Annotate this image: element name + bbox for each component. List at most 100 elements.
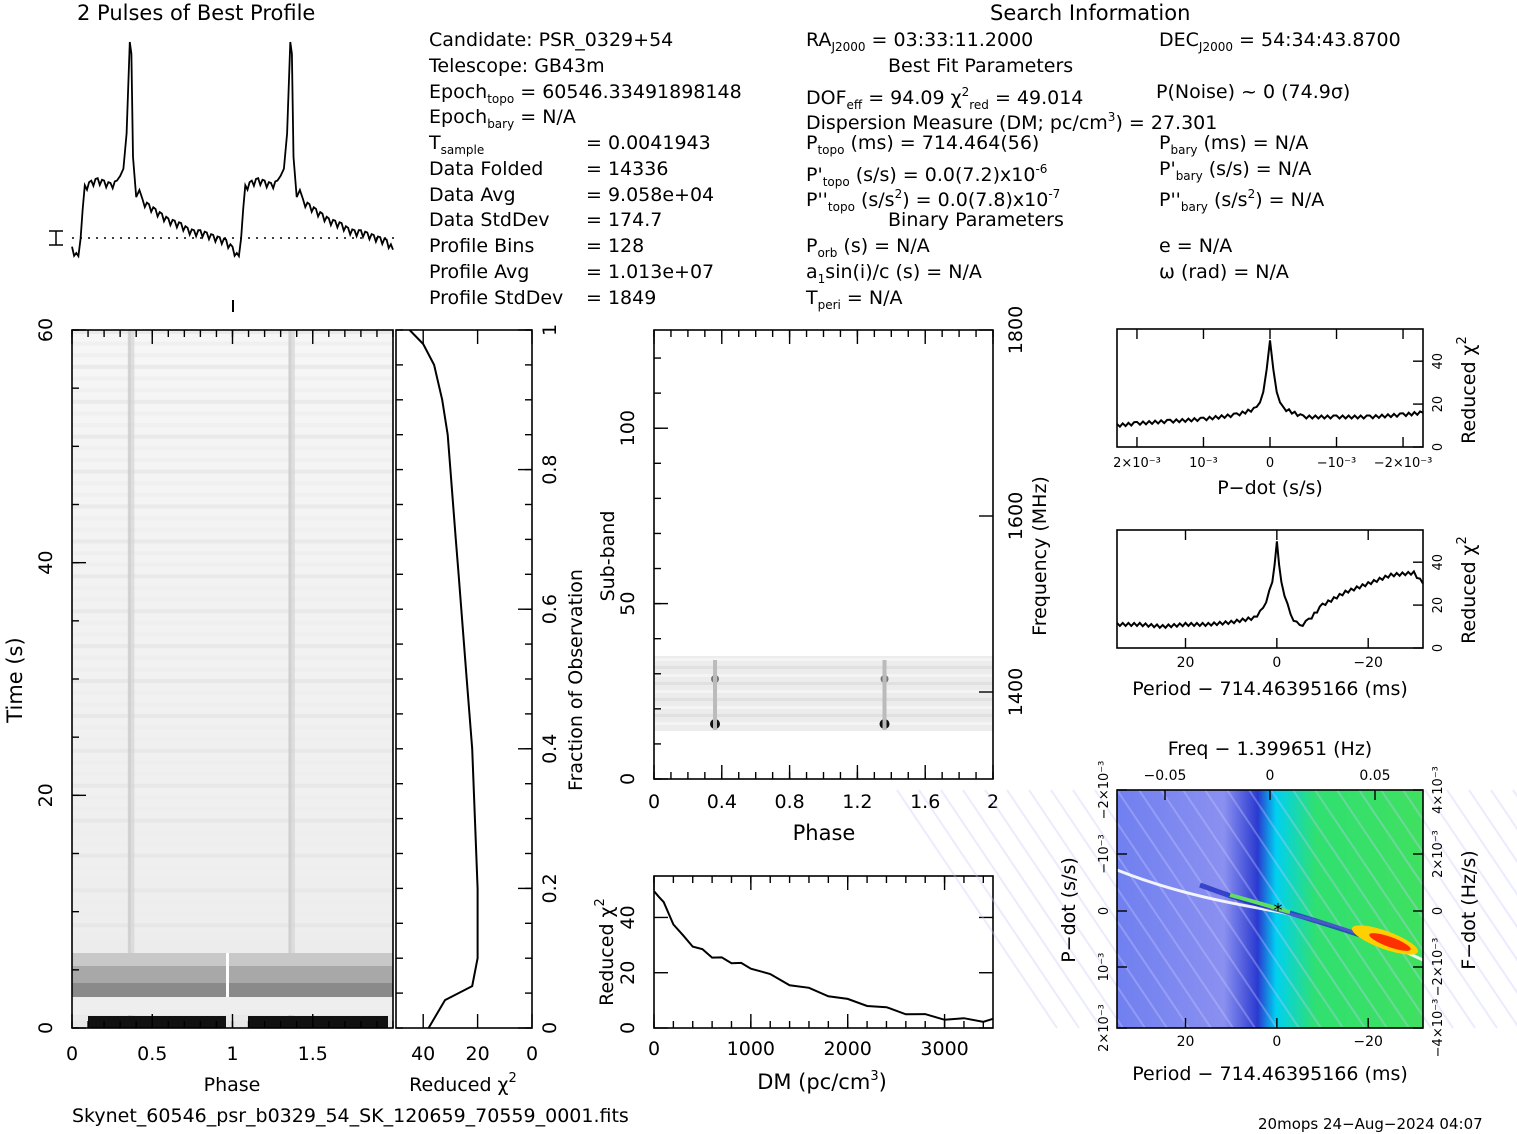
map-streak [1336, 789, 1498, 1029]
subband-stripe [654, 698, 993, 701]
p-topo: Ptopo (ms) = 714.464(56) [806, 132, 1040, 157]
tick-label: 1400 [1005, 668, 1027, 716]
tick-label: 2×10⁻³ [1097, 1004, 1112, 1052]
subband-stripe [654, 690, 993, 693]
tick-label: 2×10⁻³ [1113, 456, 1161, 471]
tick-label: 20 [35, 783, 57, 807]
tick-label: 10⁻³ [1097, 953, 1112, 982]
heatmap-band [72, 911, 393, 916]
heatmap-band [72, 562, 393, 567]
pulse-track [288, 330, 295, 1028]
map-streak [1314, 789, 1476, 1029]
tick-label: 0 [1431, 443, 1446, 451]
tick-label: −10⁻³ [1317, 456, 1357, 471]
tick-label: 0 [35, 1022, 57, 1034]
dm-line [653, 890, 994, 1023]
heatmap-band [72, 434, 393, 439]
pddot-topo: P''topo (s/s2) = 0.0(7.8)x10-7 [806, 187, 1061, 214]
heatmap-band [72, 725, 393, 730]
heatmap-band [72, 504, 393, 509]
info-row-value: = 128 [586, 235, 645, 258]
heatmap-band [72, 713, 393, 718]
telescope: Telescope: GB43m [429, 55, 605, 77]
heatmap-band [72, 399, 393, 404]
y-axis-label: Time (s) [3, 637, 27, 723]
info-row-value: = 1.013e+07 [586, 261, 715, 283]
heatmap-band [72, 667, 393, 672]
heatmap-band [72, 353, 393, 358]
map-streak [1292, 789, 1454, 1029]
tick-label: 0 [1272, 655, 1281, 671]
heatmap-band [72, 655, 393, 660]
subband-stripe [654, 674, 993, 677]
tick-label: 40 [617, 905, 639, 929]
tick-label: −20 [1353, 1034, 1383, 1050]
pdot-bary: P'bary (s/s) = N/A [1159, 158, 1312, 183]
tick-label: 20 [466, 1043, 490, 1065]
heatmap-band-dark [248, 1016, 388, 1028]
map-hot-red [1369, 933, 1411, 951]
heatmap-band [72, 492, 393, 497]
best-fit-title: Best Fit Parameters [888, 55, 1074, 77]
heatmap-band [72, 364, 393, 369]
tick-label: 0 [539, 1022, 561, 1034]
tick-label: 20 [1431, 597, 1446, 614]
info-row-value: = 9.058e+04 [586, 183, 715, 206]
pulse-track [882, 660, 887, 730]
heatmap-band [72, 679, 393, 683]
tick-label: 0 [1266, 768, 1275, 784]
tick-label: 2000 [824, 1038, 872, 1060]
eccentricity: e = N/A [1159, 235, 1233, 257]
heatmap-band [72, 411, 393, 416]
period-line [1116, 541, 1424, 630]
pulse-track [127, 330, 131, 1028]
map-streak [1468, 789, 1517, 864]
epoch-topo: Epochtopo = 60546.33491898148 [429, 81, 742, 106]
info-row-label: Profile Bins [429, 235, 535, 258]
y2-axis-label: Frequency (MHz) [1029, 476, 1051, 636]
y-axis-label: P−dot (s/s) [1058, 857, 1080, 963]
heatmap-band [72, 876, 393, 881]
filename: Skynet_60546_psr_b0329_54_SK_120659_7055… [72, 1105, 629, 1127]
subband-stripe [654, 706, 993, 709]
tick-label: −0.05 [1144, 768, 1187, 784]
heatmap-band [72, 632, 393, 637]
profile-line [71, 41, 394, 259]
heatmap-band [72, 551, 393, 556]
tick-label: 0 [1431, 644, 1446, 652]
heatmap-band [72, 527, 393, 532]
tick-label: 2×10⁻³ [1431, 830, 1446, 878]
heatmap-band [72, 888, 393, 893]
pdot-topo: P'topo (s/s) = 0.0(7.2)x10-6 [806, 162, 1048, 189]
pulse-track [288, 330, 292, 1028]
heatmap-band [72, 690, 393, 695]
map-streak [1072, 789, 1234, 1029]
candidate: Candidate: PSR_0329+54 [429, 29, 674, 51]
tick-label: 0 [66, 1043, 78, 1065]
chi-fraction-frame [395, 329, 533, 1029]
tick-label: −20 [1353, 655, 1383, 671]
tick-label: 1.6 [910, 791, 940, 813]
tick-label: 0.2 [539, 873, 561, 903]
t-peri: Tperi = N/A [806, 287, 903, 312]
tick-label: 1.5 [298, 1043, 328, 1065]
y2-axis-label: F−dot (Hz/s) [1458, 850, 1480, 969]
heatmap-band [72, 806, 393, 811]
pddot-bary: P''bary (s/s2) = N/A [1159, 187, 1325, 214]
map-streak [1358, 789, 1517, 1027]
heatmap-band [72, 772, 393, 777]
map-streak [940, 789, 1102, 1029]
epoch-bary: Epochbary = N/A [429, 106, 576, 131]
tick-label: 40 [35, 551, 57, 575]
profile-title: 2 Pulses of Best Profile [77, 1, 316, 25]
p-noise: P(Noise) ~ 0 (74.9σ) [1156, 81, 1351, 103]
x-axis-label: Phase [204, 1074, 261, 1096]
y-axis-label: Fraction of Observation [565, 569, 587, 791]
tick-label: 0.4 [539, 734, 561, 764]
x-axis-label: Period − 714.46395166 (ms) [1132, 678, 1408, 700]
heatmap-band [72, 457, 393, 462]
map-streak [1446, 789, 1517, 896]
map-streak [918, 789, 1080, 1029]
map-streak [1380, 789, 1517, 995]
